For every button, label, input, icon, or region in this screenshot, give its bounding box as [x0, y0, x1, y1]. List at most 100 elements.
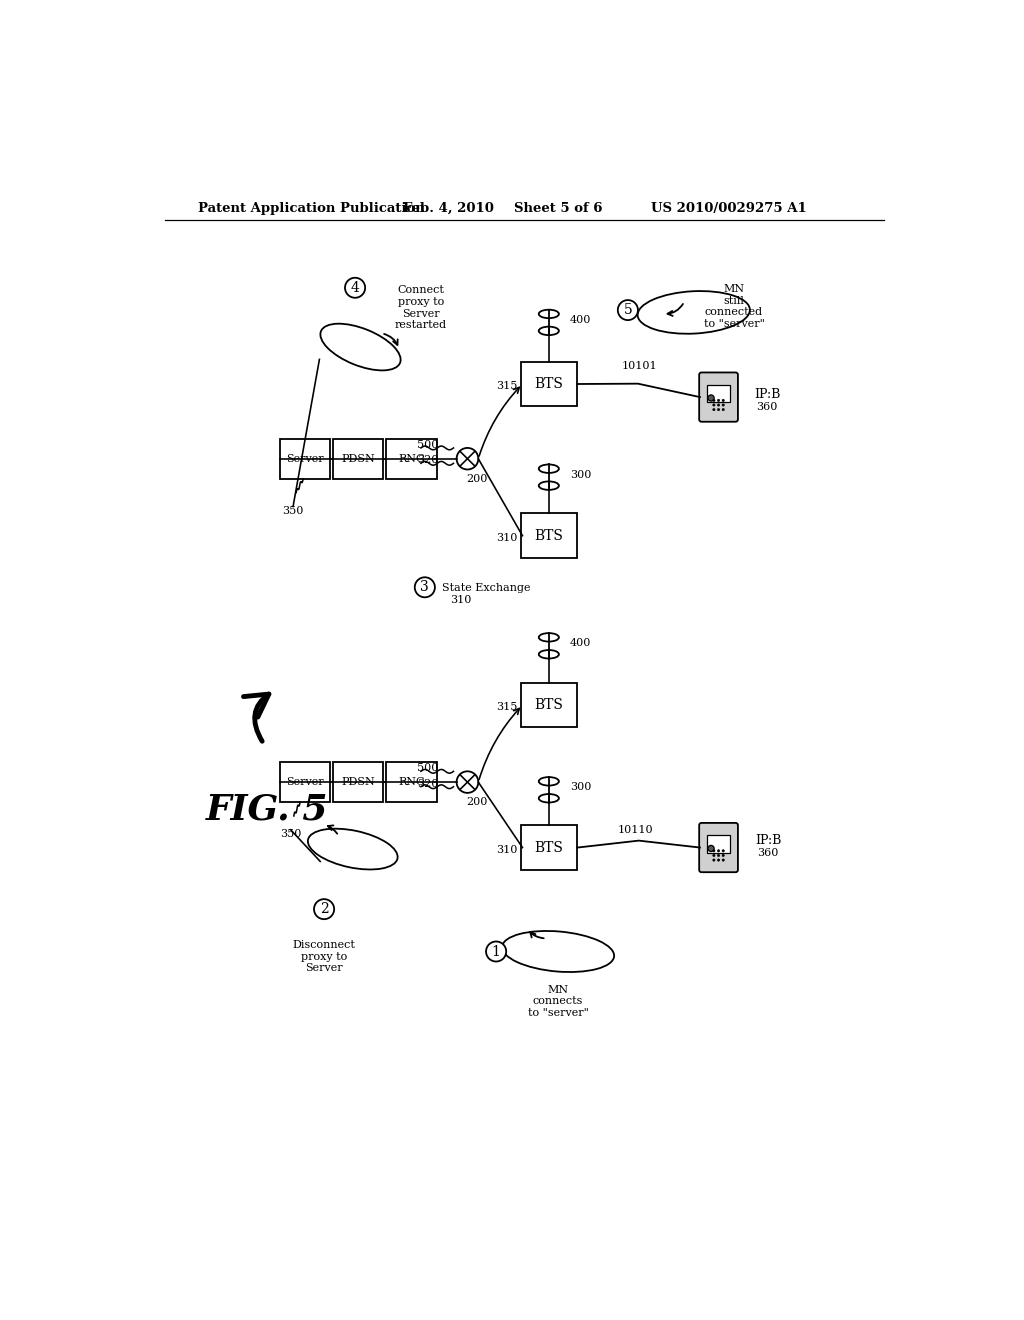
Text: 1: 1: [492, 945, 501, 958]
Circle shape: [722, 408, 724, 411]
Text: 4: 4: [350, 281, 359, 294]
Bar: [333, 438, 383, 479]
Bar: [386, 438, 437, 479]
Text: 500: 500: [417, 763, 438, 774]
Text: PDSN: PDSN: [341, 454, 375, 463]
Text: 2: 2: [319, 902, 329, 916]
Circle shape: [708, 395, 714, 401]
FancyBboxPatch shape: [699, 372, 738, 422]
Text: Patent Application Publication: Patent Application Publication: [198, 202, 425, 215]
Bar: [521, 362, 577, 407]
Ellipse shape: [539, 482, 559, 490]
Text: IP:B: IP:B: [756, 834, 782, 847]
Text: 310: 310: [497, 845, 518, 855]
Circle shape: [722, 854, 724, 857]
Text: FIG. 5: FIG. 5: [206, 792, 328, 826]
Text: PDSN: PDSN: [341, 777, 375, 787]
Circle shape: [314, 899, 334, 919]
Ellipse shape: [539, 795, 559, 803]
Circle shape: [486, 941, 506, 961]
Circle shape: [718, 854, 720, 857]
Text: 350: 350: [283, 506, 304, 516]
Text: MN
still
connected
to "server": MN still connected to "server": [703, 284, 765, 329]
Text: 200: 200: [466, 474, 487, 483]
Text: BTS: BTS: [535, 698, 563, 711]
Circle shape: [722, 404, 724, 407]
Text: 315: 315: [497, 702, 518, 713]
Ellipse shape: [539, 634, 559, 642]
Text: 350: 350: [280, 829, 301, 840]
Text: Disconnect
proxy to
Server: Disconnect proxy to Server: [293, 940, 355, 973]
Text: 310: 310: [451, 595, 472, 606]
Text: 360: 360: [756, 403, 777, 412]
Text: 300: 300: [569, 470, 591, 480]
Ellipse shape: [321, 323, 400, 371]
Circle shape: [718, 850, 720, 851]
Circle shape: [457, 447, 478, 470]
Circle shape: [713, 399, 715, 401]
Text: State Exchange: State Exchange: [442, 583, 530, 593]
Circle shape: [718, 399, 720, 401]
Text: Server: Server: [286, 454, 324, 463]
Text: Sheet 5 of 6: Sheet 5 of 6: [514, 202, 602, 215]
Text: RNC: RNC: [398, 777, 425, 787]
Text: 200: 200: [466, 797, 487, 807]
Circle shape: [713, 854, 715, 857]
Circle shape: [713, 404, 715, 407]
Text: IP:B: IP:B: [755, 388, 780, 400]
Text: 400: 400: [569, 639, 591, 648]
Ellipse shape: [308, 829, 397, 870]
Ellipse shape: [539, 777, 559, 785]
Circle shape: [722, 859, 724, 861]
Text: 320: 320: [417, 455, 438, 465]
Circle shape: [722, 399, 724, 401]
Circle shape: [718, 859, 720, 861]
Text: 3: 3: [421, 581, 429, 594]
Bar: [521, 825, 577, 870]
Text: 320: 320: [417, 779, 438, 788]
Circle shape: [718, 408, 720, 411]
Text: RNC: RNC: [398, 454, 425, 463]
Text: BTS: BTS: [535, 378, 563, 391]
Bar: [521, 513, 577, 558]
Ellipse shape: [539, 326, 559, 335]
Ellipse shape: [539, 465, 559, 473]
Bar: [386, 762, 437, 803]
FancyBboxPatch shape: [699, 822, 738, 873]
Text: MN
connects
to "server": MN connects to "server": [527, 985, 589, 1018]
Text: BTS: BTS: [535, 529, 563, 543]
Bar: [707, 384, 730, 403]
Circle shape: [345, 277, 366, 298]
Circle shape: [713, 408, 715, 411]
Bar: [280, 762, 330, 803]
Text: Feb. 4, 2010: Feb. 4, 2010: [403, 202, 494, 215]
Text: 360: 360: [758, 847, 778, 858]
Text: 10110: 10110: [617, 825, 653, 834]
Circle shape: [718, 404, 720, 407]
Bar: [280, 438, 330, 479]
Text: 500: 500: [417, 440, 438, 450]
Circle shape: [415, 577, 435, 598]
Text: Server: Server: [286, 777, 324, 787]
Text: Connect
proxy to
Server
restarted: Connect proxy to Server restarted: [395, 285, 447, 330]
Text: US 2010/0029275 A1: US 2010/0029275 A1: [651, 202, 807, 215]
Text: BTS: BTS: [535, 841, 563, 854]
Text: 10101: 10101: [622, 362, 657, 371]
Bar: [333, 762, 383, 803]
Circle shape: [708, 845, 714, 851]
Text: 315: 315: [497, 380, 518, 391]
Circle shape: [457, 771, 478, 793]
Ellipse shape: [638, 290, 750, 334]
Circle shape: [617, 300, 638, 321]
FancyArrowPatch shape: [244, 694, 269, 742]
Circle shape: [713, 850, 715, 851]
Text: 300: 300: [569, 783, 591, 792]
Text: 5: 5: [624, 304, 632, 317]
Ellipse shape: [502, 931, 614, 972]
Circle shape: [722, 850, 724, 851]
Ellipse shape: [539, 310, 559, 318]
Text: 310: 310: [497, 533, 518, 543]
Circle shape: [713, 859, 715, 861]
Ellipse shape: [539, 649, 559, 659]
Bar: [521, 682, 577, 727]
